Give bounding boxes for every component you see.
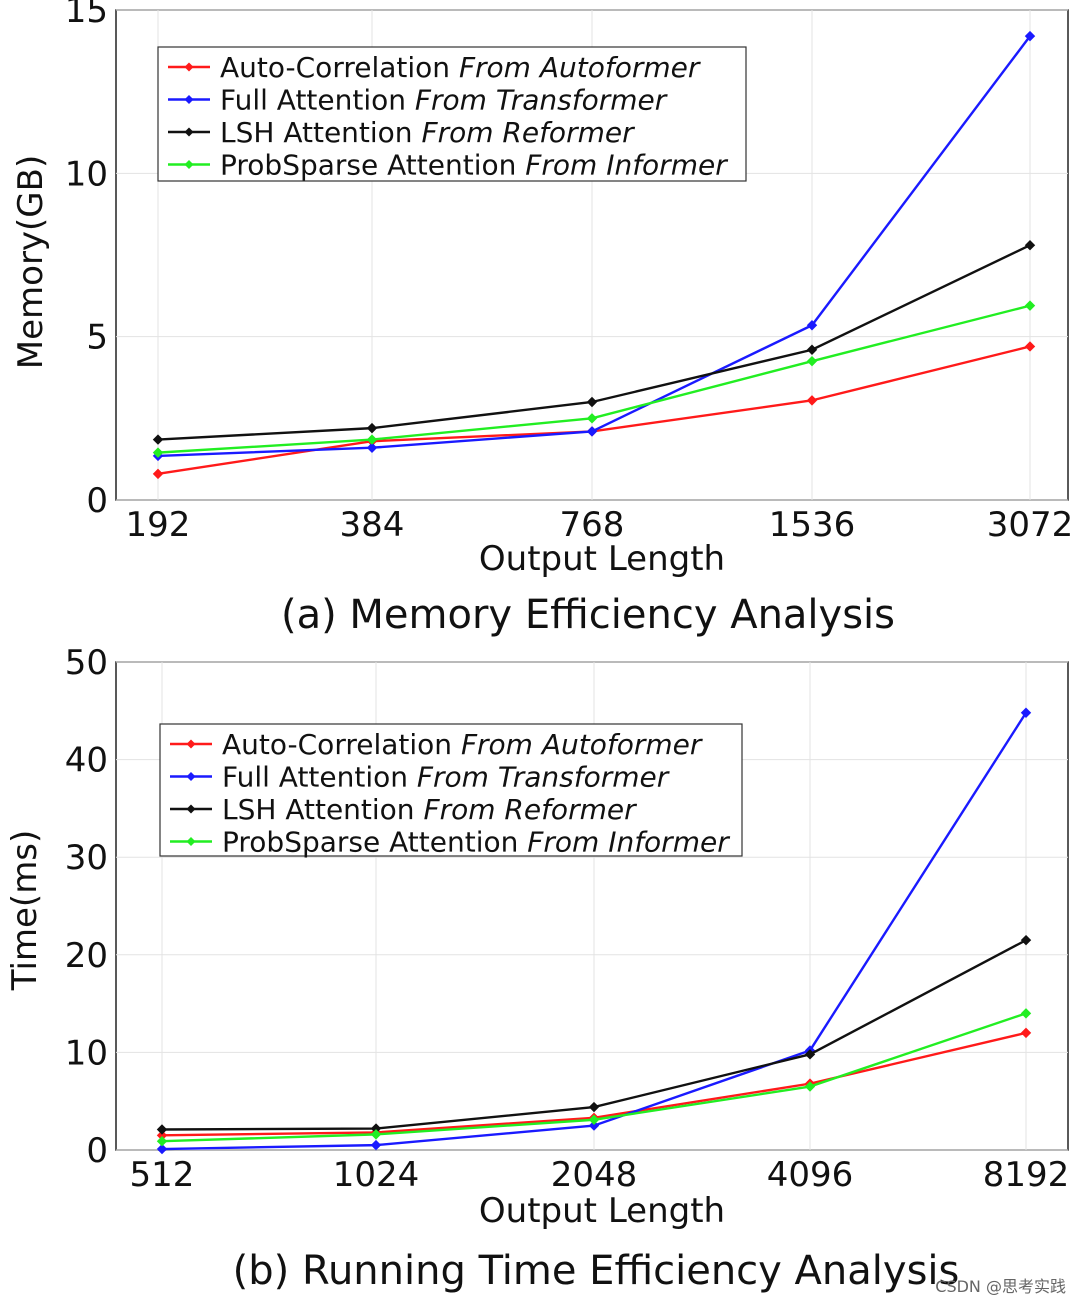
- legend-box: [159, 723, 743, 857]
- legend-marker-probsparse-attention: [184, 160, 194, 169]
- legend-marker-lsh-attention: [184, 127, 194, 137]
- y-tick-label: 30: [65, 838, 108, 878]
- x-tick-label: 8192: [983, 1155, 1070, 1195]
- y-tick-label: 10: [65, 1033, 108, 1073]
- data-point-auto-correlation: [1020, 1027, 1032, 1039]
- legend-source: From Transformer: [417, 761, 670, 794]
- legend-marker-lsh-attention: [186, 804, 196, 814]
- data-point-probsparse-attention: [586, 413, 598, 424]
- legend-name: ProbSparse Attention: [220, 149, 525, 182]
- data-point-probsparse-attention: [1024, 300, 1036, 311]
- y-tick-label: 0: [86, 481, 108, 521]
- legend-name: Auto-Correlation: [220, 51, 459, 84]
- legend-source: From Autoformer: [459, 51, 701, 84]
- data-point-lsh-attention: [1024, 239, 1036, 251]
- data-point-probsparse-attention: [1020, 1008, 1032, 1019]
- legend-source: From Reformer: [421, 116, 635, 149]
- legend-name: LSH Attention: [222, 793, 423, 826]
- x-axis-label: Output Length: [479, 1191, 725, 1231]
- watermark: CSDN @思考实践: [935, 1277, 1066, 1296]
- legend-source: From Transformer: [415, 84, 668, 117]
- data-point-auto-correlation: [806, 395, 818, 406]
- legend-entry-probsparse-attention: ProbSparse Attention From Informer: [222, 826, 730, 859]
- legend-marker-auto-correlation: [184, 62, 194, 72]
- chart-caption: (b) Running Time Efficiency Analysis: [233, 1248, 960, 1294]
- data-point-lsh-attention: [1020, 934, 1032, 946]
- legend-marker-full-attention: [186, 772, 196, 781]
- time-chart: 0 10 20 30 40 50 512 1024 2048 4096 8192 Output Len…: [5, 643, 1069, 1294]
- legend-name: Auto-Correlation: [222, 728, 461, 761]
- legend-name: LSH Attention: [220, 116, 421, 149]
- legend-source: From Autoformer: [461, 728, 703, 761]
- y-tick-label: 10: [65, 154, 108, 194]
- x-tick-label: 768: [560, 505, 625, 545]
- legend-name: Full Attention: [220, 84, 415, 117]
- data-point-full-attention: [586, 426, 598, 437]
- x-tick-label: 512: [130, 1155, 195, 1195]
- data-point-lsh-attention: [156, 1124, 168, 1135]
- legend-source: From Reformer: [423, 793, 637, 826]
- x-tick-label: 4096: [767, 1155, 854, 1195]
- legend-entry-auto-correlation: Auto-Correlation From Autoformer: [222, 728, 703, 761]
- legend-source: From Informer: [527, 826, 730, 859]
- y-tick-label: 15: [65, 0, 108, 31]
- y-tick-label: 0: [86, 1131, 108, 1171]
- x-axis-label: Output Length: [479, 539, 725, 579]
- legend-source: From Informer: [525, 149, 728, 182]
- data-point-probsparse-attention: [806, 355, 818, 367]
- memory-chart: 0 5 10 15 192 384 768 1536 3072 Output Length Memo…: [11, 0, 1073, 638]
- legend-box: [157, 46, 747, 182]
- data-point-lsh-attention: [588, 1101, 600, 1113]
- y-tick-label: 5: [86, 318, 108, 358]
- legend-entry-auto-correlation: Auto-Correlation From Autoformer: [220, 51, 701, 84]
- x-tick-label: 192: [126, 505, 191, 545]
- legend-marker-full-attention: [184, 95, 194, 104]
- data-point-full-attention: [806, 320, 818, 331]
- legend-marker-probsparse-attention: [186, 837, 196, 846]
- data-point-full-attention: [370, 1139, 382, 1151]
- data-point-full-attention: [1020, 707, 1032, 718]
- x-tick-label: 2048: [551, 1155, 638, 1195]
- data-point-lsh-attention: [586, 396, 598, 408]
- data-point-auto-correlation: [152, 468, 164, 480]
- data-point-lsh-attention: [366, 422, 378, 434]
- legend-entry-probsparse-attention: ProbSparse Attention From Informer: [220, 149, 728, 182]
- data-point-probsparse-attention: [804, 1081, 816, 1092]
- legend-entry-lsh-attention: LSH Attention From Reformer: [222, 793, 637, 826]
- data-point-probsparse-attention: [156, 1136, 168, 1147]
- x-tick-label: 384: [340, 505, 405, 545]
- legend-marker-auto-correlation: [186, 739, 196, 749]
- data-point-full-attention: [156, 1143, 168, 1155]
- y-tick-label: 40: [65, 741, 108, 781]
- data-point-lsh-attention: [806, 344, 818, 355]
- x-tick-label: 1024: [333, 1155, 420, 1195]
- x-tick-label: 3072: [987, 505, 1074, 545]
- data-point-full-attention: [366, 442, 378, 453]
- data-point-probsparse-attention: [366, 434, 378, 445]
- legend-entry-lsh-attention: LSH Attention From Reformer: [220, 116, 635, 149]
- data-point-probsparse-attention: [588, 1114, 600, 1125]
- data-point-lsh-attention: [804, 1049, 816, 1060]
- data-point-full-attention: [588, 1120, 600, 1131]
- y-axis-label: Memory(GB): [11, 155, 51, 369]
- legend-name: ProbSparse Attention: [222, 826, 527, 859]
- y-tick-label: 50: [65, 643, 108, 683]
- data-point-lsh-attention: [152, 434, 164, 445]
- legend-entry-full-attention: Full Attention From Transformer: [220, 84, 668, 117]
- chart-caption: (a) Memory Efficiency Analysis: [281, 592, 895, 638]
- data-point-auto-correlation: [1024, 341, 1036, 352]
- data-point-probsparse-attention: [370, 1129, 382, 1140]
- data-point-probsparse-attention: [152, 447, 164, 458]
- x-tick-label: 1536: [769, 505, 856, 545]
- y-axis-label: Time(ms): [5, 830, 45, 992]
- y-tick-label: 20: [65, 936, 108, 976]
- data-point-full-attention: [1024, 30, 1036, 42]
- legend-name: Full Attention: [222, 761, 417, 794]
- legend-entry-full-attention: Full Attention From Transformer: [222, 761, 670, 794]
